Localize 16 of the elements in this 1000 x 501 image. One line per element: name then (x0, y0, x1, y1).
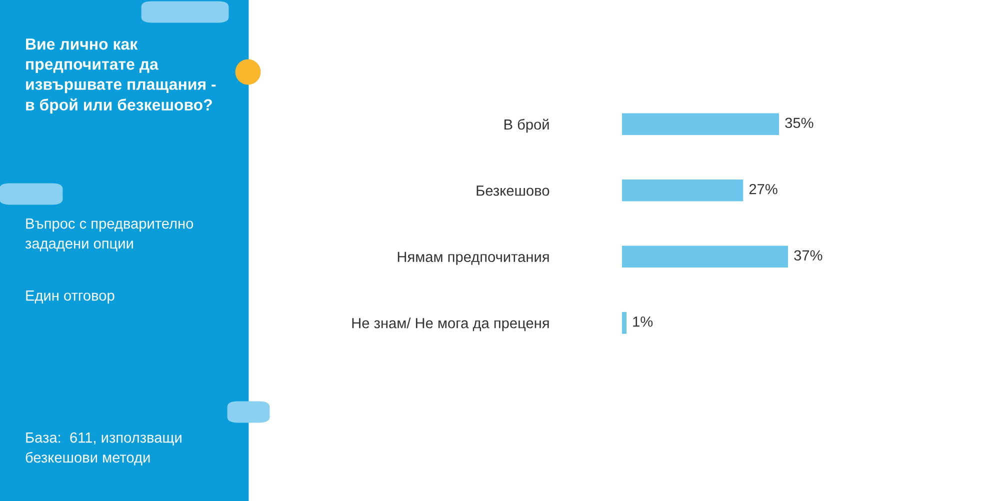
y-tick-label: Безкешово (476, 186, 550, 196)
text: Вие лично как предпочитате да извършвате плащания - в брой или безкешово? (26, 38, 216, 114)
y-tick-label: Нямам предпочитания (398, 252, 549, 265)
bar (622, 179, 744, 202)
y-tick-label: В брой (504, 118, 549, 133)
bar (622, 246, 788, 268)
text: Един отговор (26, 290, 114, 304)
data-label: 37% (794, 250, 822, 261)
y-tick-label: Не знам/ Не мога да преценя (352, 318, 549, 332)
text: Въпрос с предварително зададени опции (25, 218, 194, 252)
data-label: 1% (633, 316, 653, 327)
data-label: 35% (785, 118, 814, 128)
data-label: 27% (749, 184, 778, 194)
bar (622, 113, 780, 136)
text: База: 611, използващи безкешови методи (26, 432, 182, 466)
bar (622, 312, 626, 334)
